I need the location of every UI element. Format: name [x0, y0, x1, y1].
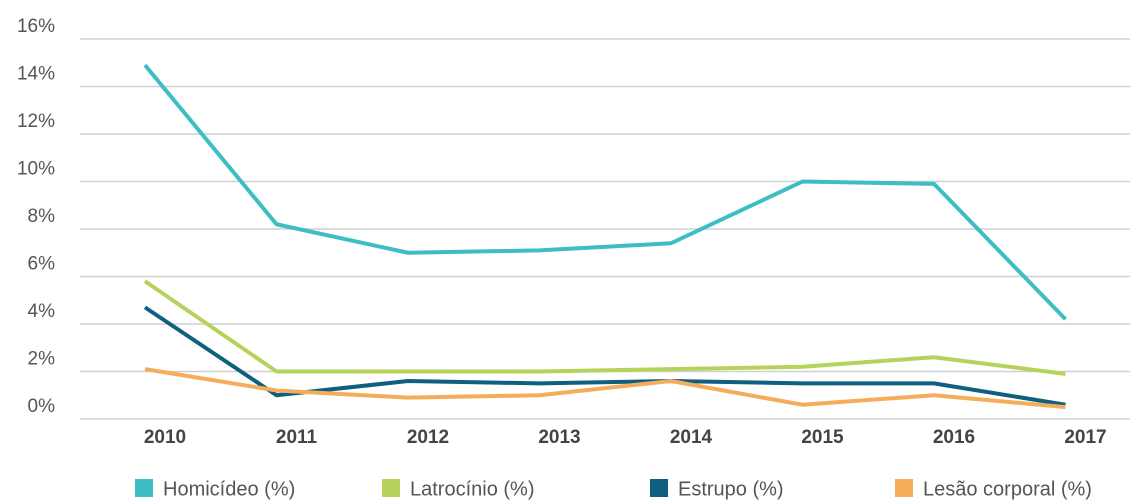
y-tick-label: 14% [17, 64, 55, 85]
x-tick-label: 2015 [801, 427, 844, 448]
x-tick-label: 2010 [144, 427, 186, 448]
x-tick-label: 2016 [933, 427, 975, 448]
legend-swatch [382, 479, 400, 497]
y-tick-label: 12% [17, 111, 55, 132]
y-tick-label: 10% [17, 159, 55, 180]
y-tick-label: 0% [28, 396, 56, 417]
legend-label: Homicídeo (%) [163, 478, 295, 500]
legend-label: Latrocínio (%) [410, 478, 535, 500]
x-tick-label: 2017 [1064, 427, 1106, 448]
series-line [143, 63, 1067, 321]
x-tick-label: 2011 [276, 427, 318, 448]
series-line [143, 279, 1066, 376]
x-tick-label: 2014 [670, 427, 713, 448]
legend-label: Lesão corporal (%) [923, 478, 1092, 500]
y-tick-label: 16% [17, 16, 55, 37]
x-tick-label: 2012 [407, 427, 449, 448]
x-tick-label: 2013 [538, 427, 580, 448]
series-line [144, 367, 1066, 410]
legend-swatch [895, 479, 913, 497]
y-tick-label: 6% [28, 254, 56, 275]
legend-swatch [135, 479, 153, 497]
legend-swatch [650, 479, 668, 497]
legend-label: Estrupo (%) [678, 478, 784, 500]
y-tick-label: 4% [28, 301, 56, 322]
y-tick-label: 2% [28, 349, 56, 370]
y-tick-label: 8% [28, 206, 56, 227]
